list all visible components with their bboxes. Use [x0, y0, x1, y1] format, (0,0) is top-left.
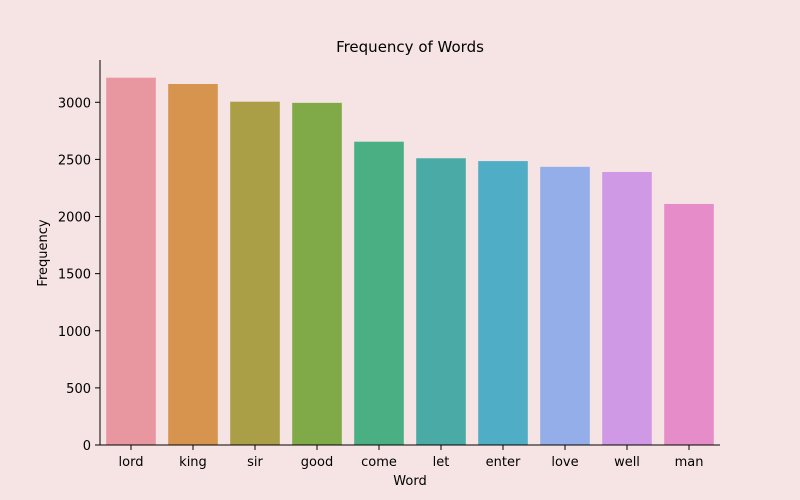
x-tick-label: let: [433, 455, 450, 470]
x-tick-label: sir: [247, 455, 263, 470]
x-tick-label: enter: [486, 455, 521, 470]
x-tick-label: well: [614, 455, 640, 470]
y-tick-label: 1000: [58, 325, 91, 340]
bar-man: [664, 203, 714, 445]
bar-well: [602, 171, 652, 446]
bar-sir: [230, 101, 280, 445]
bar-let: [416, 158, 466, 445]
bar-lord: [106, 77, 156, 446]
bars-layer: [106, 77, 714, 446]
y-axis-ticks: 0 500 1000 1500 2000 2500 3000: [58, 96, 100, 454]
y-axis-label: Frequency: [36, 219, 51, 286]
x-tick-label: come: [361, 455, 397, 470]
chart-title: Frequency of Words: [336, 38, 484, 56]
bar-king: [168, 83, 218, 446]
x-tick-label: love: [551, 455, 578, 470]
bar-love: [540, 166, 590, 445]
y-tick-label: 2000: [58, 211, 91, 226]
x-tick-label: man: [675, 455, 704, 470]
y-tick-label: 2500: [58, 153, 91, 168]
bar-good: [292, 102, 342, 445]
x-tick-label: lord: [119, 455, 144, 470]
x-tick-label: king: [179, 455, 207, 470]
y-tick-label: 0: [83, 439, 91, 454]
bar-enter: [478, 161, 528, 445]
x-axis-ticks: lord king sir good come let enter love well man: [119, 445, 704, 470]
x-tick-label: good: [301, 455, 333, 470]
bar-come: [354, 141, 404, 446]
y-tick-label: 3000: [58, 96, 91, 111]
y-tick-label: 1500: [58, 268, 91, 283]
y-tick-label: 500: [66, 382, 91, 397]
x-axis-label: Word: [393, 474, 426, 489]
